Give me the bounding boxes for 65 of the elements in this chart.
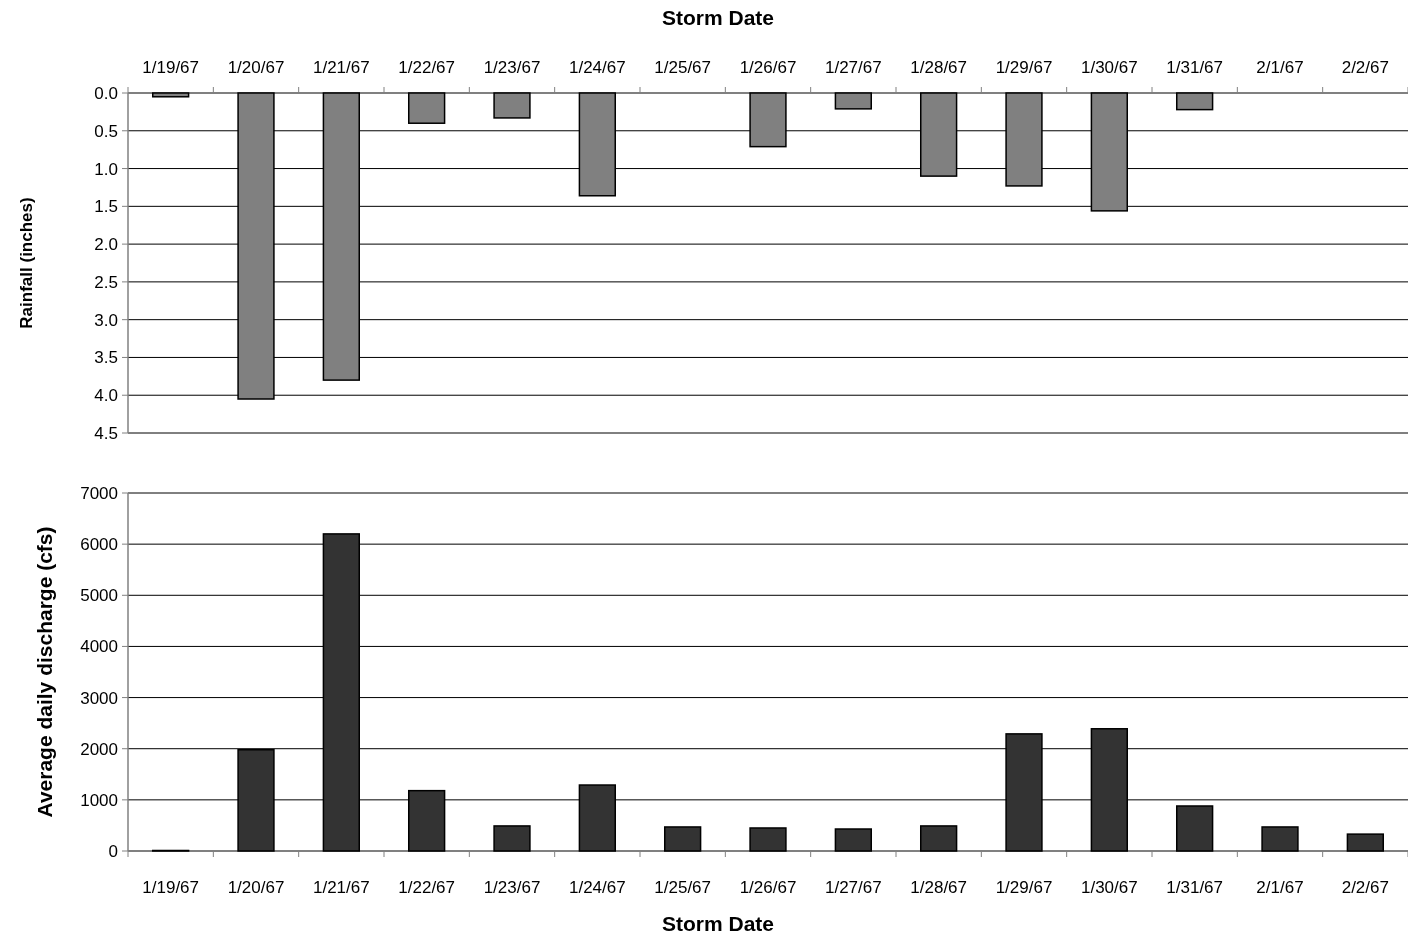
y-tick-label: 3.0 <box>94 310 118 330</box>
bar <box>834 828 872 852</box>
y-tick-label: 2.0 <box>94 235 118 255</box>
x-tick-label: 1/28/67 <box>910 877 968 897</box>
y-tick-label: 7000 <box>80 483 118 503</box>
x-tick-label: 2/1/67 <box>1256 877 1304 897</box>
bar <box>493 92 531 119</box>
x-tick-label: 1/21/67 <box>312 57 370 77</box>
x-tick-label: 1/19/67 <box>142 877 200 897</box>
bar <box>749 827 787 852</box>
bar <box>1176 805 1214 852</box>
x-tick-label: 1/27/67 <box>824 57 882 77</box>
x-tick-label: 1/22/67 <box>398 877 456 897</box>
y-tick-label: 1.0 <box>94 159 118 179</box>
x-tick-label: 1/29/67 <box>995 877 1053 897</box>
x-tick-label: 1/31/67 <box>1166 57 1224 77</box>
x-tick-label: 1/28/67 <box>910 57 968 77</box>
x-tick-label: 1/25/67 <box>654 57 712 77</box>
x-tick-label: 2/1/67 <box>1256 57 1304 77</box>
y-axis-title: Rainfall (inches) <box>17 197 36 329</box>
x-tick-label: 2/2/67 <box>1341 57 1389 77</box>
y-tick-label: 1.5 <box>94 197 118 217</box>
bar <box>834 92 872 110</box>
bar <box>920 825 958 852</box>
x-tick-label: 1/29/67 <box>995 57 1053 77</box>
y-tick-label: 0 <box>108 841 118 861</box>
x-tick-label: 1/22/67 <box>398 57 456 77</box>
x-tick-label: 1/24/67 <box>568 57 626 77</box>
bar <box>493 825 531 852</box>
x-tick-label: 1/30/67 <box>1080 877 1138 897</box>
x-tick-label: 2/2/67 <box>1341 877 1389 897</box>
x-tick-label: 1/20/67 <box>227 877 285 897</box>
x-tick-label: 1/23/67 <box>483 877 541 897</box>
x-tick-label: 1/26/67 <box>739 877 797 897</box>
bar <box>408 92 446 124</box>
y-tick-label: 2.5 <box>94 272 118 292</box>
y-tick-label: 5000 <box>80 586 118 606</box>
x-tick-label: 1/25/67 <box>654 877 712 897</box>
bar <box>1346 833 1384 852</box>
y-tick-label: 4000 <box>80 637 118 657</box>
bar <box>1176 92 1214 111</box>
y-tick-label: 3.5 <box>94 348 118 368</box>
y-tick-label: 4.5 <box>94 423 118 443</box>
x-tick-label: 1/24/67 <box>568 877 626 897</box>
x-tick-label: 1/26/67 <box>739 57 797 77</box>
y-tick-label: 0.0 <box>94 83 118 103</box>
x-tick-label: 1/23/67 <box>483 57 541 77</box>
x-tick-label: 1/27/67 <box>824 877 882 897</box>
y-tick-label: 2000 <box>80 739 118 759</box>
y-tick-label: 0.5 <box>94 121 118 141</box>
bar <box>664 826 702 852</box>
y-tick-label: 1000 <box>80 790 118 810</box>
x-tick-label: 1/19/67 <box>142 57 200 77</box>
y-axis-title: Average daily discharge (cfs) <box>33 526 56 818</box>
y-tick-label: 3000 <box>80 688 118 708</box>
bar <box>1261 826 1299 852</box>
y-tick-label: 6000 <box>80 535 118 555</box>
x-tick-label: 1/20/67 <box>227 57 285 77</box>
x-axis-title: Storm Date <box>661 912 775 935</box>
x-tick-label: 1/30/67 <box>1080 57 1138 77</box>
x-axis-title: Storm Date <box>661 6 775 29</box>
x-tick-label: 1/21/67 <box>312 877 370 897</box>
x-tick-label: 1/31/67 <box>1166 877 1224 897</box>
bar <box>152 92 190 98</box>
y-tick-label: 4.0 <box>94 386 118 406</box>
